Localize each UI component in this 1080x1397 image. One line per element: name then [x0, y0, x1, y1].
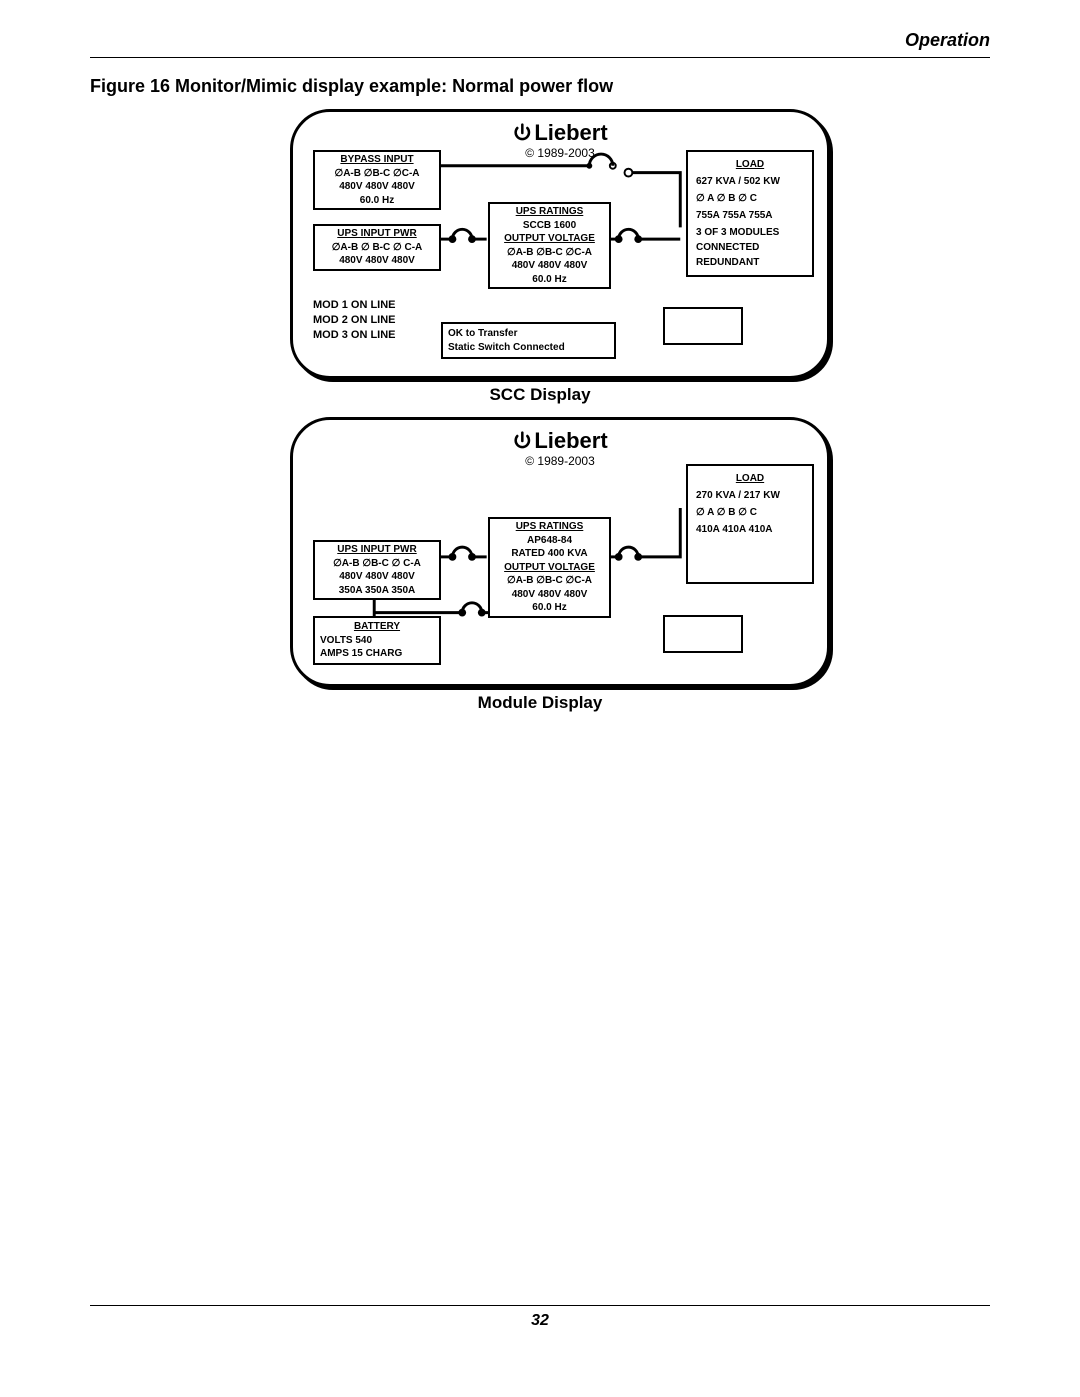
m-ups-input-phases: ∅A-B ∅B-C ∅ C-A: [315, 557, 439, 571]
scc-caption: SCC Display: [90, 385, 990, 405]
ups-input-phases: ∅A-B ∅ B-C ∅ C-A: [315, 241, 439, 255]
load-kva: 627 KVA / 502 KW: [696, 173, 804, 190]
figure-title: Figure 16 Monitor/Mimic display example:…: [90, 76, 990, 97]
section-header: Operation: [90, 30, 990, 51]
module-blank-box: [663, 615, 743, 653]
scc-blank-box: [663, 307, 743, 345]
module-brand-name: Liebert: [534, 428, 607, 454]
brand: Liebert: [512, 120, 607, 146]
ups-ratings-box: UPS RATINGS SCCB 1600 OUTPUT VOLTAGE ∅A-…: [488, 202, 611, 289]
mod3: MOD 3 ON LINE: [313, 328, 396, 343]
ups-input-volts: 480V 480V 480V: [315, 254, 439, 268]
load-phases: ∅ A ∅ B ∅ C: [696, 190, 804, 207]
copyright: © 1989-2003: [525, 146, 595, 160]
scc-panel: Liebert © 1989-2003 BYPASS INPUT ∅A-B ∅B…: [290, 109, 830, 379]
ratings-out-title: OUTPUT VOLTAGE: [490, 232, 609, 246]
scc-load-box: LOAD 627 KVA / 502 KW ∅ A ∅ B ∅ C 755A 7…: [686, 150, 814, 277]
m-load-kva: 270 KVA / 217 KW: [696, 487, 804, 504]
power-icon: [512, 123, 532, 143]
page-number: 32: [90, 1312, 990, 1330]
m-ratings-volts: 480V 480V 480V: [490, 588, 609, 602]
bypass-freq: 60.0 Hz: [315, 194, 439, 208]
module-brand: Liebert: [512, 428, 607, 454]
mod-status: MOD 1 ON LINE MOD 2 ON LINE MOD 3 ON LIN…: [313, 298, 396, 343]
m-ups-input-volts: 480V 480V 480V: [315, 570, 439, 584]
module-panel: Liebert © 1989-2003 UPS INPUT PWR ∅A-B ∅…: [290, 417, 830, 687]
module-load-box: LOAD 270 KVA / 217 KW ∅ A ∅ B ∅ C 410A 4…: [686, 464, 814, 584]
module-copyright: © 1989-2003: [525, 454, 595, 468]
ratings-freq: 60.0 Hz: [490, 273, 609, 287]
m-ratings-phases: ∅A-B ∅B-C ∅C-A: [490, 574, 609, 588]
bypass-input-box: BYPASS INPUT ∅A-B ∅B-C ∅C-A 480V 480V 48…: [313, 150, 441, 210]
transfer-l2: Static Switch Connected: [448, 341, 609, 355]
transfer-status-box: OK to Transfer Static Switch Connected: [441, 322, 616, 359]
load-modules: 3 OF 3 MODULES: [696, 224, 804, 241]
load-connected: CONNECTED: [696, 241, 804, 254]
ups-input-box: UPS INPUT PWR ∅A-B ∅ B-C ∅ C-A 480V 480V…: [313, 224, 441, 271]
ratings-model: SCCB 1600: [490, 219, 609, 233]
m-ups-input-title: UPS INPUT PWR: [315, 543, 439, 557]
page-footer: 32: [90, 1305, 990, 1330]
brand-name: Liebert: [534, 120, 607, 146]
m-load-phases: ∅ A ∅ B ∅ C: [696, 504, 804, 521]
battery-title: BATTERY: [320, 620, 434, 634]
m-ups-input-amps: 350A 350A 350A: [315, 584, 439, 598]
m-ratings-out-title: OUTPUT VOLTAGE: [490, 561, 609, 575]
bypass-title: BYPASS INPUT: [315, 153, 439, 167]
ups-input-title: UPS INPUT PWR: [315, 227, 439, 241]
transfer-l1: OK to Transfer: [448, 327, 609, 341]
ratings-volts: 480V 480V 480V: [490, 259, 609, 273]
battery-box: BATTERY VOLTS 540 AMPS 15 CHARG: [313, 616, 441, 665]
ratings-title: UPS RATINGS: [490, 205, 609, 219]
m-ratings-title: UPS RATINGS: [490, 520, 609, 534]
battery-volts: VOLTS 540: [320, 634, 434, 648]
mod2: MOD 2 ON LINE: [313, 313, 396, 328]
load-title: LOAD: [696, 156, 804, 173]
top-rule: [90, 57, 990, 58]
ratings-phases: ∅A-B ∅B-C ∅C-A: [490, 246, 609, 260]
load-amps: 755A 755A 755A: [696, 207, 804, 224]
module-caption: Module Display: [90, 693, 990, 713]
power-icon: [512, 431, 532, 451]
m-ratings-model: AP648-84: [490, 534, 609, 548]
module-ups-input-box: UPS INPUT PWR ∅A-B ∅B-C ∅ C-A 480V 480V …: [313, 540, 441, 600]
footer-rule: [90, 1305, 990, 1306]
module-ratings-box: UPS RATINGS AP648-84 RATED 400 KVA OUTPU…: [488, 517, 611, 618]
load-redundant: REDUNDANT: [696, 254, 804, 271]
m-ratings-rated: RATED 400 KVA: [490, 547, 609, 561]
m-load-amps: 410A 410A 410A: [696, 521, 804, 538]
mod1: MOD 1 ON LINE: [313, 298, 396, 313]
m-load-title: LOAD: [696, 470, 804, 487]
battery-amps: AMPS 15 CHARG: [320, 647, 434, 661]
bypass-phases: ∅A-B ∅B-C ∅C-A: [315, 167, 439, 181]
m-ratings-freq: 60.0 Hz: [490, 601, 609, 615]
bypass-volts: 480V 480V 480V: [315, 180, 439, 194]
